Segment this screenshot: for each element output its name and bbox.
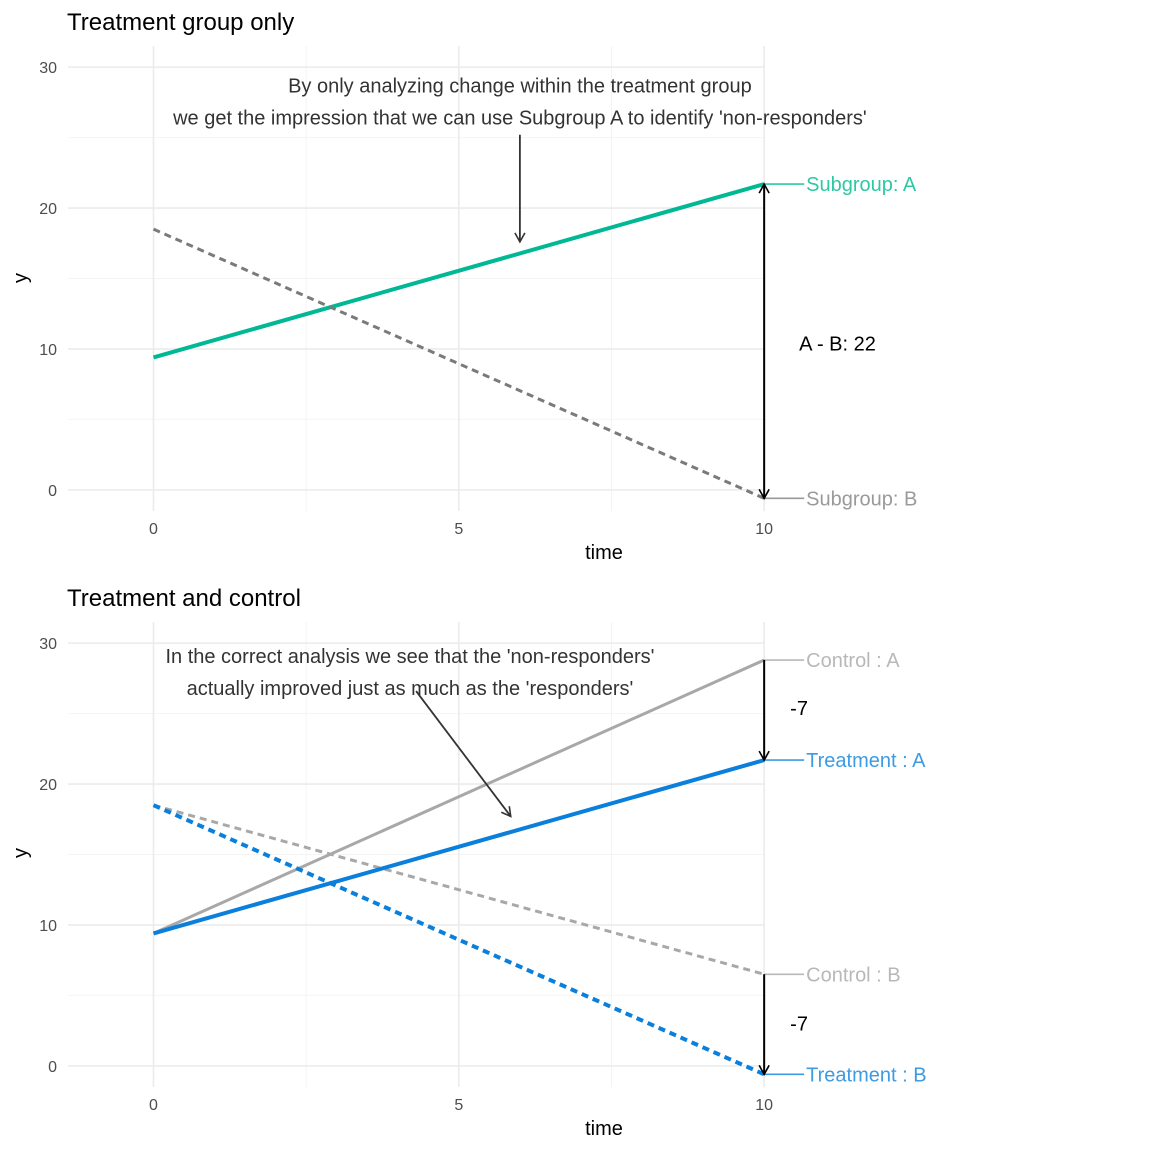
y-tick-label: 0 [48, 483, 57, 500]
difference-annotations: A - B: 22 [758, 182, 876, 500]
x-tick-label: 10 [755, 1097, 773, 1114]
series-end-label: Control : B [806, 964, 900, 986]
annotation-note: In the correct analysis we see that the … [165, 646, 654, 818]
series-line-0 [152, 182, 765, 360]
series-line-2 [152, 758, 765, 936]
series-line-0 [152, 658, 765, 935]
y-tick-label: 10 [39, 342, 57, 359]
x-tick-label: 10 [755, 521, 773, 538]
panel-title: Treatment group only [67, 9, 294, 36]
note-text-line: actually improved just as much as the 'r… [187, 678, 634, 700]
x-tick-label: 0 [149, 521, 158, 538]
series-end-label: Subgroup: B [806, 488, 917, 510]
series-end-label: Treatment : A [806, 750, 926, 772]
y-tick-label: 10 [39, 918, 57, 935]
y-tick-label: 0 [48, 1059, 57, 1076]
x-tick-label: 0 [149, 1097, 158, 1114]
note-text-line: In the correct analysis we see that the … [165, 646, 654, 668]
note-arrow [415, 690, 512, 818]
y-tick-label: 20 [39, 201, 57, 218]
x-axis-label: time [585, 1118, 623, 1140]
difference-label: -7 [790, 698, 808, 720]
series-line-1 [153, 803, 765, 976]
note-text-line: By only analyzing change within the trea… [288, 76, 752, 98]
series-layer: Subgroup: A Subgroup: B [152, 174, 917, 510]
x-axis-ticks: 0 5 10 [149, 521, 773, 538]
difference-annotations: -7 -7 [758, 660, 808, 1076]
x-axis-ticks: 0 5 10 [149, 1097, 773, 1114]
y-axis-ticks: 0 10 20 30 [39, 636, 57, 1076]
x-axis-label: time [585, 542, 623, 564]
y-tick-label: 30 [39, 60, 57, 77]
y-axis-label: y [10, 273, 32, 283]
difference-label: -7 [790, 1014, 808, 1036]
series-end-label: Treatment : B [806, 1064, 926, 1086]
grid [68, 46, 765, 511]
y-axis-label: y [10, 848, 32, 858]
series-end-label: Subgroup: A [806, 174, 917, 196]
difference-label: A - B: 22 [799, 333, 876, 355]
series-line-1 [152, 227, 765, 500]
y-tick-label: 20 [39, 777, 57, 794]
x-tick-label: 5 [454, 1097, 463, 1114]
annotation-note: By only analyzing change within the trea… [172, 76, 867, 244]
series-line-3 [152, 803, 765, 1077]
note-text-line: we get the impression that we can use Su… [172, 108, 867, 130]
x-tick-label: 5 [454, 521, 463, 538]
series-layer: Control : A Control : B Treatment : A Treat… [152, 650, 927, 1086]
panel-title: Treatment and control [67, 585, 301, 612]
y-tick-label: 30 [39, 636, 57, 653]
panel-treatment-only: Treatment group only 0 10 20 30 0 5 10 time y… [10, 9, 917, 564]
series-end-label: Control : A [806, 650, 900, 672]
y-axis-ticks: 0 10 20 30 [39, 60, 57, 500]
